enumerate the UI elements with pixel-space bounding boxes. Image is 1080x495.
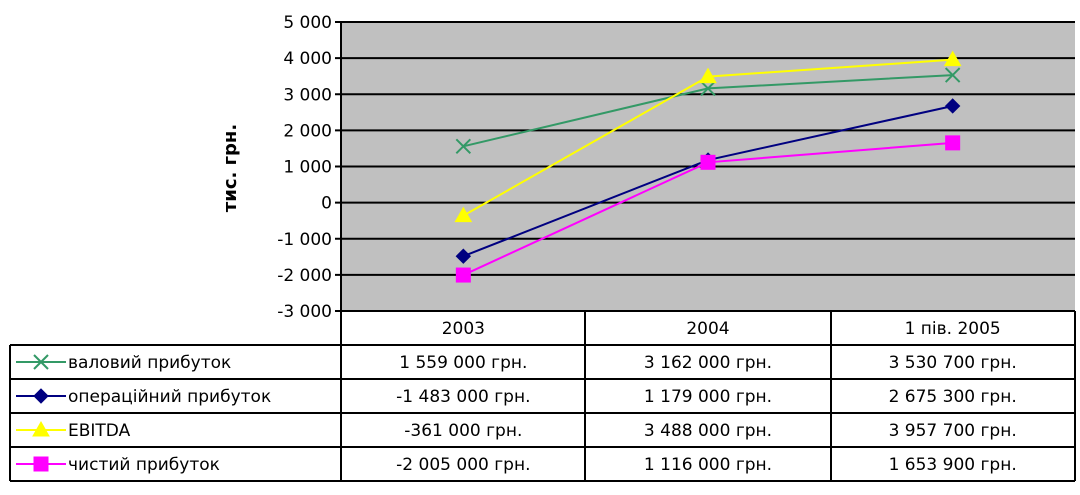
y-axis-title: тис. грн. xyxy=(220,124,241,212)
data-label: 2 675 300 грн. xyxy=(889,387,1017,407)
data-point-stroke xyxy=(700,80,716,97)
data-point-stroke xyxy=(944,67,961,83)
data-label: 1 653 900 грн. xyxy=(889,455,1017,475)
data-point xyxy=(945,135,961,151)
legend-label: валовий прибуток xyxy=(68,353,231,373)
data-label: -2 005 000 грн. xyxy=(396,455,530,475)
data-point xyxy=(699,67,717,84)
legend-key-marker xyxy=(33,388,49,404)
legend-label: чистий прибуток xyxy=(68,455,220,475)
data-point xyxy=(455,138,472,155)
y-tick-label: 5 000 xyxy=(283,13,332,33)
legend-label: EBITDA xyxy=(68,421,131,441)
category-label: 1 пів. 2005 xyxy=(905,319,1001,339)
y-tick-label: -3 000 xyxy=(277,302,332,322)
data-point xyxy=(455,267,471,283)
category-label: 2003 xyxy=(442,319,485,339)
data-point xyxy=(700,80,716,97)
data-label: -361 000 грн. xyxy=(404,421,522,441)
data-point xyxy=(700,154,716,170)
data-point xyxy=(943,50,962,67)
data-label: 1 559 000 грн. xyxy=(399,353,527,373)
y-tick-label: -1 000 xyxy=(277,230,332,250)
data-label: 3 530 700 грн. xyxy=(889,353,1017,373)
data-label: 3 957 700 грн. xyxy=(889,421,1017,441)
data-label: 1 179 000 грн. xyxy=(644,387,772,407)
data-point xyxy=(944,67,961,83)
data-point-stroke xyxy=(455,138,472,155)
legend-key-marker xyxy=(33,354,49,370)
y-tick-label: 2 000 xyxy=(283,121,332,141)
data-point xyxy=(944,98,961,114)
category-label: 2004 xyxy=(686,319,729,339)
legend-key-marker xyxy=(32,420,50,437)
data-label: 3 488 000 грн. xyxy=(644,421,772,441)
y-tick-label: 3 000 xyxy=(283,85,332,105)
y-tick-label: 1 000 xyxy=(283,158,332,178)
data-label: 1 116 000 грн. xyxy=(644,455,772,475)
y-tick-label: -2 000 xyxy=(277,266,332,286)
data-label: 3 162 000 грн. xyxy=(644,353,772,373)
legend-key-marker xyxy=(33,456,49,472)
y-tick-label: 0 xyxy=(321,194,332,214)
y-tick-label: 4 000 xyxy=(283,49,332,69)
data-point xyxy=(455,248,472,264)
data-point xyxy=(454,206,473,223)
legend-label: операційний прибуток xyxy=(68,387,271,407)
legend-key-marker-stroke xyxy=(33,354,49,370)
data-label: -1 483 000 грн. xyxy=(396,387,530,407)
